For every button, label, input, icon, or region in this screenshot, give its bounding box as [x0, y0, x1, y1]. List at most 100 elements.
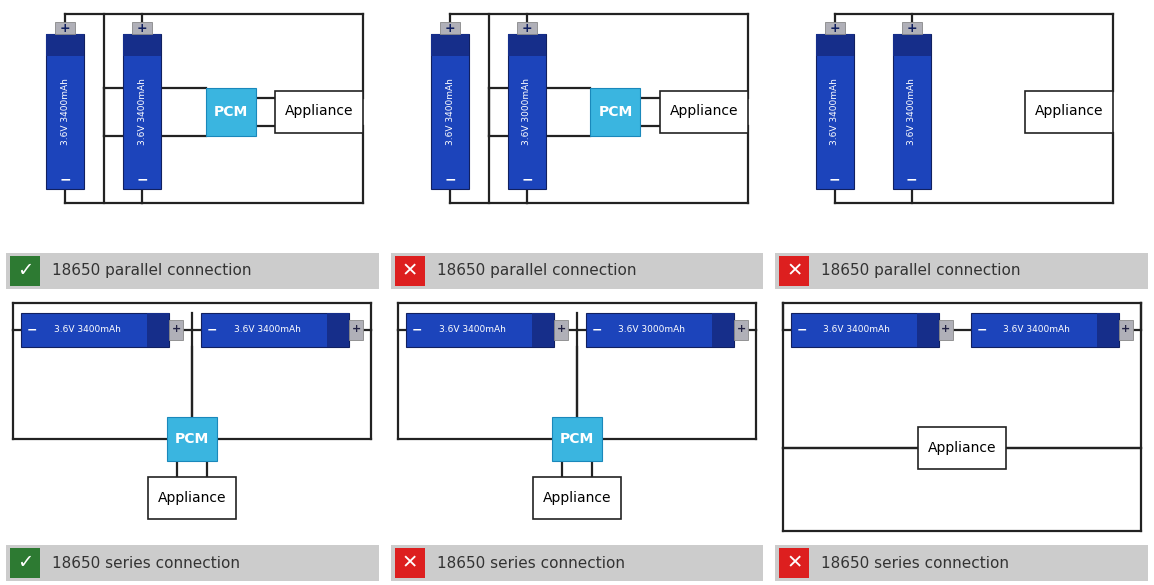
Bar	[508, 34, 546, 189]
Text: 3.6V 3400mAh: 3.6V 3400mAh	[137, 78, 147, 145]
Bar	[533, 477, 621, 519]
Text: +: +	[522, 22, 532, 35]
Bar	[779, 548, 809, 578]
Bar	[532, 312, 554, 346]
Text: +: +	[172, 325, 181, 335]
Text: 18650 series connection: 18650 series connection	[436, 556, 624, 570]
Bar	[734, 319, 748, 339]
Bar	[21, 312, 170, 346]
Bar	[123, 34, 162, 56]
Text: 18650 parallel connection: 18650 parallel connection	[436, 263, 636, 278]
Bar	[148, 312, 170, 346]
Text: 3.6V 3400mAh: 3.6V 3400mAh	[234, 325, 301, 334]
Bar	[170, 319, 183, 339]
Bar	[350, 319, 364, 339]
Bar	[6, 545, 379, 581]
Bar	[432, 34, 469, 189]
Text: +: +	[906, 22, 917, 35]
Bar	[790, 312, 938, 346]
Bar	[276, 91, 364, 132]
Bar	[971, 312, 1118, 346]
Bar	[901, 22, 922, 34]
Bar	[6, 253, 379, 288]
Text: ✕: ✕	[786, 261, 802, 280]
Bar	[55, 22, 75, 34]
Bar	[391, 545, 763, 581]
Text: PCM: PCM	[175, 432, 210, 446]
Bar	[167, 417, 217, 461]
Text: ✕: ✕	[786, 553, 802, 573]
Text: −: −	[829, 172, 840, 186]
Text: ✓: ✓	[17, 261, 33, 280]
Text: −: −	[444, 172, 456, 186]
Bar	[395, 256, 425, 285]
Text: +: +	[1121, 325, 1130, 335]
Text: +: +	[137, 22, 148, 35]
Text: +: +	[556, 325, 565, 335]
Bar	[440, 22, 460, 34]
Bar	[395, 548, 425, 578]
Text: ✕: ✕	[402, 261, 418, 280]
Text: 3.6V 3400mAh: 3.6V 3400mAh	[54, 325, 121, 334]
Bar	[1096, 312, 1118, 346]
Bar	[712, 312, 734, 346]
Bar	[10, 256, 40, 285]
Text: Appliance: Appliance	[928, 441, 996, 455]
Bar	[816, 34, 854, 56]
Text: +: +	[352, 325, 361, 335]
Text: 3.6V 3400mAh: 3.6V 3400mAh	[439, 325, 505, 334]
Bar	[893, 34, 930, 56]
Text: −: −	[976, 323, 987, 336]
Bar	[149, 477, 237, 519]
Text: Appliance: Appliance	[1035, 105, 1103, 119]
Text: 3.6V 3400mAh: 3.6V 3400mAh	[907, 78, 916, 145]
Bar	[586, 312, 734, 346]
Bar	[825, 22, 845, 34]
Text: −: −	[796, 323, 807, 336]
Bar	[938, 319, 953, 339]
Text: 3.6V 3400mAh: 3.6V 3400mAh	[823, 325, 890, 334]
Text: 3.6V 3400mAh: 3.6V 3400mAh	[445, 78, 455, 145]
Bar	[432, 34, 469, 56]
Text: ✓: ✓	[17, 553, 33, 573]
Bar	[201, 312, 350, 346]
Text: −: −	[207, 323, 218, 336]
Text: +: +	[830, 22, 840, 35]
Bar	[1118, 319, 1133, 339]
Bar	[133, 22, 152, 34]
Bar	[779, 256, 809, 285]
Bar	[517, 22, 537, 34]
Text: PCM: PCM	[598, 105, 632, 119]
Bar	[552, 417, 602, 461]
Text: −: −	[27, 323, 38, 336]
Text: 18650 parallel connection: 18650 parallel connection	[822, 263, 1021, 278]
Text: Appliance: Appliance	[158, 491, 226, 505]
Text: Appliance: Appliance	[542, 491, 612, 505]
Text: ✕: ✕	[402, 553, 418, 573]
Bar	[46, 34, 84, 56]
Bar	[46, 34, 84, 189]
Bar	[554, 319, 568, 339]
Bar	[660, 91, 748, 132]
Text: 3.6V 3000mAh: 3.6V 3000mAh	[619, 325, 685, 334]
Text: 3.6V 3400mAh: 3.6V 3400mAh	[61, 78, 70, 145]
Bar	[406, 312, 554, 346]
Text: +: +	[444, 22, 456, 35]
Text: 3.6V 3400mAh: 3.6V 3400mAh	[1003, 325, 1070, 334]
Bar	[916, 312, 938, 346]
Text: 3.6V 3400mAh: 3.6V 3400mAh	[830, 78, 839, 145]
Bar	[328, 312, 350, 346]
Text: −: −	[522, 172, 533, 186]
Text: −: −	[592, 323, 602, 336]
Text: +: +	[60, 22, 70, 35]
Text: 18650 parallel connection: 18650 parallel connection	[52, 263, 252, 278]
Bar	[816, 34, 854, 189]
Bar	[893, 34, 930, 189]
Text: Appliance: Appliance	[285, 105, 353, 119]
Text: 18650 series connection: 18650 series connection	[52, 556, 240, 570]
Text: +: +	[736, 325, 745, 335]
Bar	[391, 253, 763, 288]
Text: −: −	[412, 323, 422, 336]
Bar	[775, 253, 1148, 288]
Bar	[508, 34, 546, 56]
